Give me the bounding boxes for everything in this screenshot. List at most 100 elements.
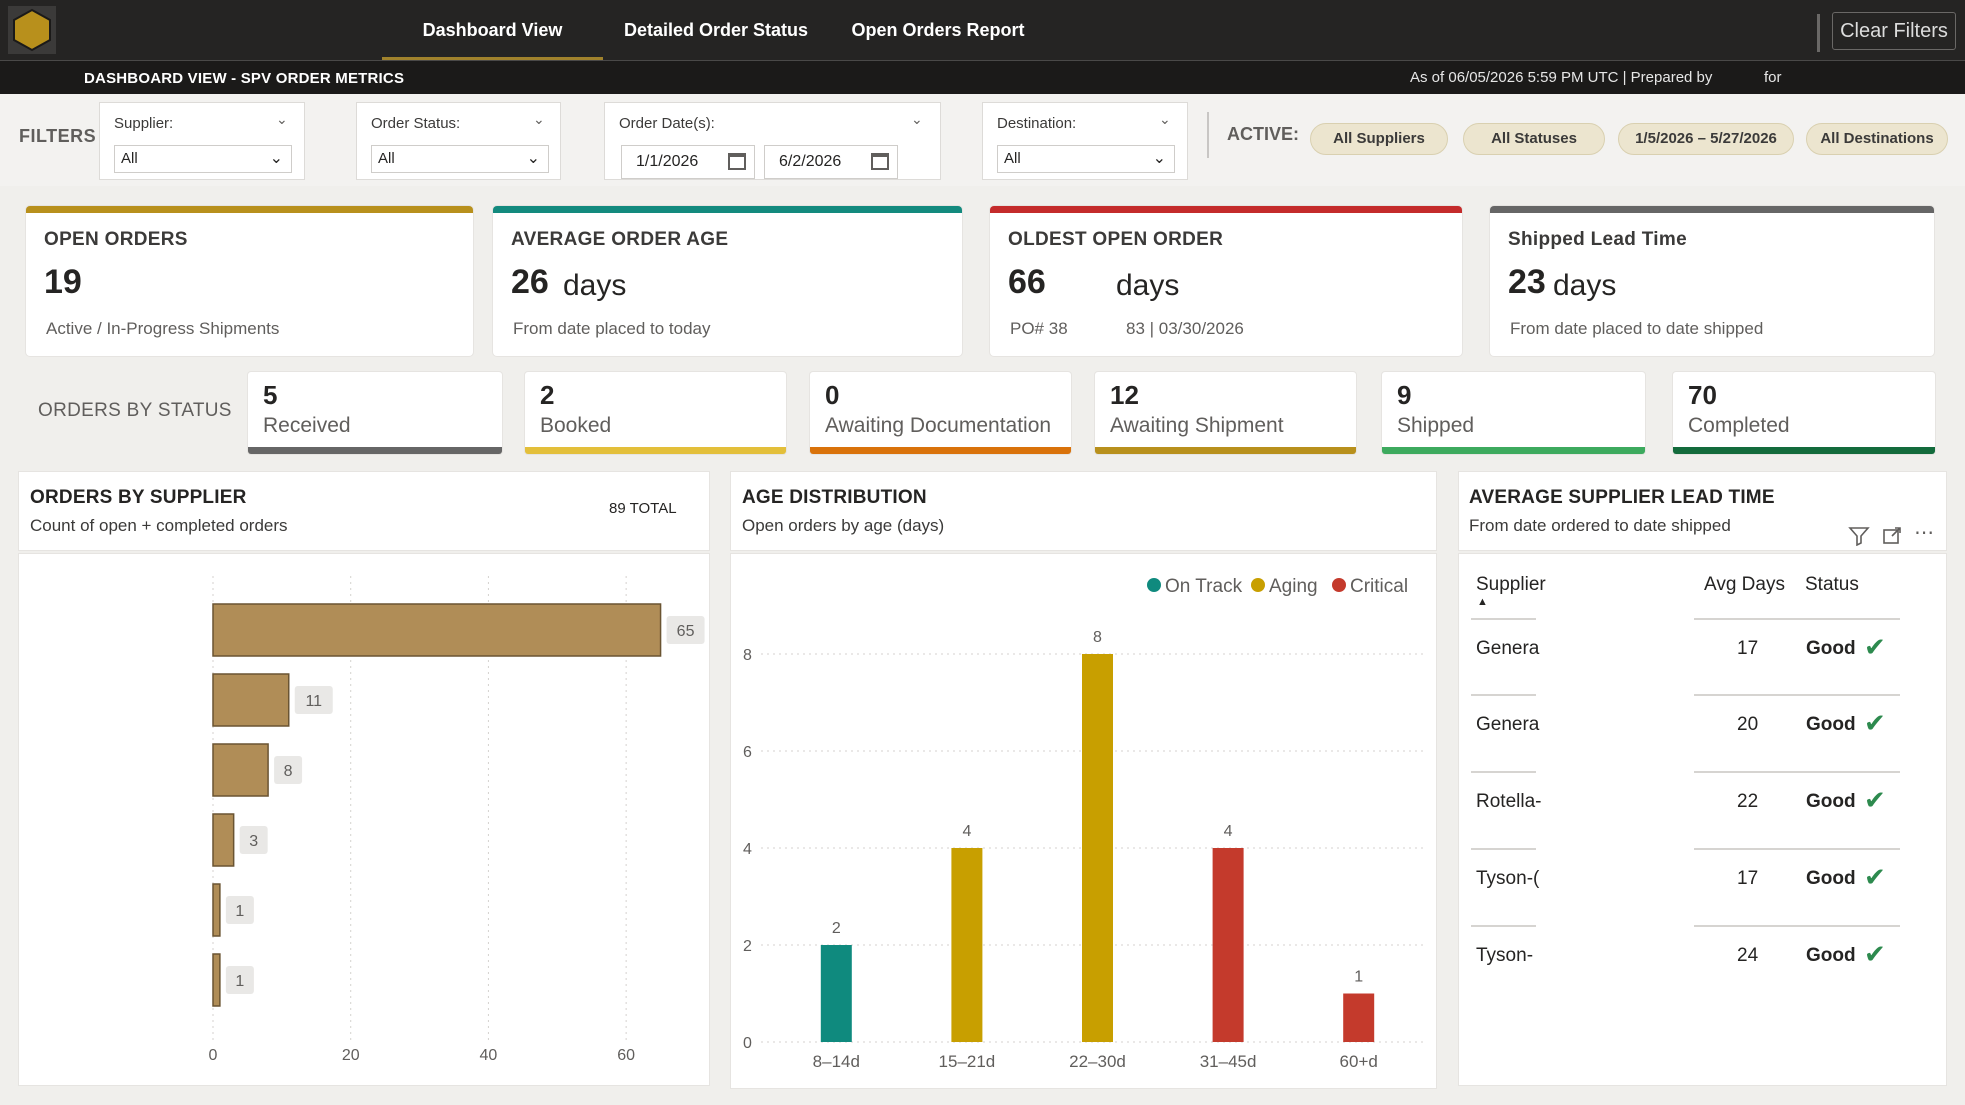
- filters-label: FILTERS: [19, 126, 97, 146]
- column-header-status[interactable]: Status: [1805, 574, 1859, 595]
- row-divider: [1694, 618, 1900, 620]
- kpi-title: AVERAGE ORDER AGE: [511, 229, 729, 250]
- table-row[interactable]: Tyson- 24 Good ✔: [1459, 911, 1946, 973]
- status-text: Good: [1806, 945, 1856, 966]
- legend-label: Aging: [1269, 576, 1318, 597]
- kpi-unit: days: [563, 269, 627, 302]
- kpi-title: OPEN ORDERS: [44, 229, 188, 250]
- calendar-icon[interactable]: [871, 153, 889, 170]
- tab-dashboard-view[interactable]: Dashboard View: [382, 0, 603, 60]
- data-label-background: [274, 756, 303, 784]
- status-label: Awaiting Shipment: [1110, 414, 1284, 437]
- sort-ascending-icon[interactable]: ▲: [1477, 596, 1488, 608]
- status-card-completed[interactable]: 70 Completed: [1673, 372, 1935, 454]
- supplier-name: Genera: [1476, 638, 1540, 659]
- status-card-received[interactable]: 5 Received: [248, 372, 502, 454]
- active-filters-label: ACTIVE:: [1227, 124, 1299, 144]
- status-label: Shipped: [1397, 414, 1475, 437]
- status-card-shipped[interactable]: 9 Shipped: [1382, 372, 1645, 454]
- data-label: 8: [284, 763, 293, 780]
- supplier-name: Tyson-: [1476, 945, 1534, 966]
- supplier-bar: [212, 743, 269, 797]
- data-label-background: [225, 966, 254, 994]
- checkmark-icon: ✔: [1864, 708, 1886, 738]
- panel-subtitle: Count of open + completed orders: [30, 516, 288, 535]
- y-tick-label: 8: [743, 647, 752, 664]
- end-date-input[interactable]: 6/2/2026: [764, 145, 898, 179]
- data-label: 1: [235, 903, 244, 920]
- active-filter-pill-statuses[interactable]: All Statuses: [1463, 123, 1605, 155]
- legend-label: Critical: [1350, 576, 1408, 597]
- order-status-filter: Order Status: ⌄ All ⌄: [356, 102, 561, 180]
- row-divider: [1471, 925, 1536, 927]
- supplier-select[interactable]: All ⌄: [114, 145, 292, 173]
- status-card-awaiting-shipment[interactable]: 12 Awaiting Shipment: [1095, 372, 1356, 454]
- age-distribution-chart: 0 2 4 6 8 2 8–14d 4 15–21d 8 22–30d 4 31–45d 1 60+d On …: [743, 576, 1424, 1071]
- supplier-select-value: All: [121, 150, 138, 167]
- focus-mode-icon[interactable]: [1882, 527, 1902, 545]
- status-card-awaiting-documentation[interactable]: 0 Awaiting Documentation: [810, 372, 1071, 454]
- table-row[interactable]: Genera 17 Good ✔: [1459, 618, 1946, 680]
- orders-by-status-label: ORDERS BY STATUS: [38, 400, 232, 421]
- column-header-avg-days[interactable]: Avg Days: [1704, 574, 1785, 595]
- data-label: 4: [1224, 823, 1233, 840]
- filter-divider: [1207, 112, 1209, 158]
- age-bar: [951, 848, 983, 1042]
- table-row[interactable]: Tyson-( 17 Good ✔: [1459, 834, 1946, 896]
- status-text: Good: [1806, 638, 1856, 659]
- active-filter-pill-destinations[interactable]: All Destinations: [1806, 123, 1948, 155]
- status-count: 2: [540, 380, 555, 410]
- order-status-filter-label: Order Status:: [371, 115, 461, 132]
- filter-icon[interactable]: [1848, 526, 1870, 546]
- row-divider: [1694, 848, 1900, 850]
- column-header-supplier[interactable]: Supplier: [1476, 574, 1546, 595]
- destination-select[interactable]: All ⌄: [997, 145, 1175, 173]
- supplier-name: Genera: [1476, 714, 1540, 735]
- more-options-icon[interactable]: ⋯: [1914, 522, 1935, 544]
- start-date-input[interactable]: 1/1/2026: [621, 145, 755, 179]
- y-tick-label: 4: [743, 841, 752, 858]
- row-divider: [1471, 848, 1536, 850]
- clear-filters-button[interactable]: Clear Filters: [1832, 12, 1956, 50]
- data-label: 1: [235, 973, 244, 990]
- status-label: Booked: [540, 414, 612, 437]
- table-row[interactable]: Genera 20 Good ✔: [1459, 680, 1946, 742]
- kpi-value: 23: [1508, 263, 1546, 301]
- calendar-icon[interactable]: [728, 153, 746, 170]
- kpi-value: 26: [511, 263, 549, 301]
- active-filter-pill-dates[interactable]: 1/5/2026 – 5/27/2026: [1618, 123, 1794, 155]
- kpi-shipped-lead-time: Shipped Lead Time 23 days From date plac…: [1490, 206, 1934, 356]
- status-label: Received: [263, 414, 351, 437]
- status-count: 12: [1110, 380, 1139, 410]
- avg-days: 17: [1737, 638, 1759, 659]
- table-row[interactable]: Rotella- 22 Good ✔: [1459, 757, 1946, 819]
- legend-label: On Track: [1165, 576, 1243, 597]
- start-date-value: 1/1/2026: [636, 153, 699, 170]
- data-label: 2: [832, 920, 841, 937]
- chevron-down-icon[interactable]: ⌄: [911, 111, 923, 127]
- x-tick-label: 20: [342, 1047, 360, 1064]
- row-divider: [1471, 618, 1536, 620]
- chevron-down-icon[interactable]: ⌄: [276, 111, 288, 127]
- checkmark-icon: ✔: [1864, 862, 1886, 892]
- po-number-prefix: PO# 38: [1010, 319, 1068, 338]
- destination-filter-label: Destination:: [997, 115, 1077, 132]
- orders-by-supplier-chart-panel: 0 20 40 60 65 11 8 3 1 1: [19, 554, 709, 1085]
- legend-marker: [1332, 578, 1346, 592]
- chevron-down-icon: ⌄: [269, 150, 283, 167]
- order-status-select[interactable]: All ⌄: [371, 145, 549, 173]
- orders-by-supplier-header: ORDERS BY SUPPLIER Count of open + compl…: [19, 472, 709, 550]
- y-tick-label: 0: [743, 1035, 752, 1052]
- age-bar: [1343, 993, 1375, 1042]
- x-tick-label: 15–21d: [939, 1052, 996, 1071]
- avg-days: 20: [1737, 714, 1759, 735]
- active-filter-pill-suppliers[interactable]: All Suppliers: [1310, 123, 1448, 155]
- tab-detailed-order-status[interactable]: Detailed Order Status: [623, 20, 809, 40]
- tab-open-orders-report[interactable]: Open Orders Report: [851, 20, 1025, 40]
- status-count: 70: [1688, 380, 1717, 410]
- chevron-down-icon[interactable]: ⌄: [1159, 111, 1171, 127]
- status-card-booked[interactable]: 2 Booked: [525, 372, 786, 454]
- chevron-down-icon[interactable]: ⌄: [533, 111, 545, 127]
- status-count: 5: [263, 380, 278, 410]
